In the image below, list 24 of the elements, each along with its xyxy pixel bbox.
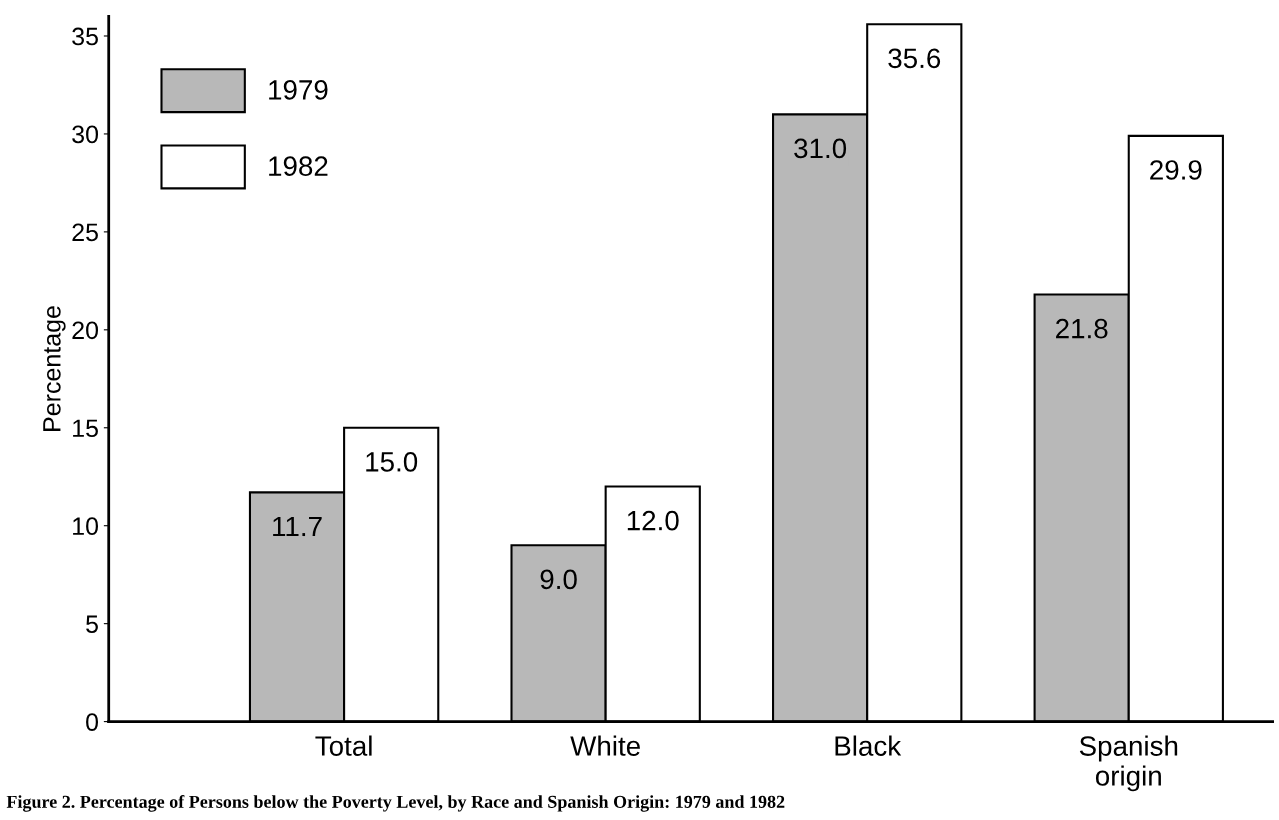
y-tick-label: 20 [72, 321, 99, 340]
y-tick-label: 35 [72, 27, 98, 46]
y-tick-label: 25 [72, 223, 98, 242]
y-tick-label: 10 [73, 517, 99, 536]
x-tick-label: White [570, 735, 640, 756]
data-label: 31.0 [794, 138, 847, 159]
legend-label: 1979 [269, 80, 328, 100]
x-tick-label: Spanish origin [1079, 735, 1178, 792]
data-label: 15.0 [366, 452, 418, 472]
x-tick-label: Black [835, 735, 902, 756]
y-tick-label: 30 [72, 125, 99, 144]
data-label: 12.0 [627, 510, 679, 531]
y-tick-label: 0 [86, 713, 99, 731]
data-label: 29.9 [1150, 160, 1202, 180]
data-label: 21.8 [1056, 318, 1108, 339]
x-tick-label: Total [315, 735, 372, 756]
data-label: 35.6 [888, 48, 941, 69]
y-axis-title: Percentage [43, 306, 66, 431]
legend-label: 1982 [269, 156, 328, 176]
y-tick-label: 15 [73, 419, 98, 438]
data-label: 9.0 [540, 569, 577, 590]
y-tick-label: 5 [86, 615, 98, 633]
caption: Figure 2. Percentage of Persons below the Poverty Level, by Race and Spanish Origin: 1979 and 1982 [6, 794, 785, 812]
data-label: 11.7 [273, 516, 322, 537]
